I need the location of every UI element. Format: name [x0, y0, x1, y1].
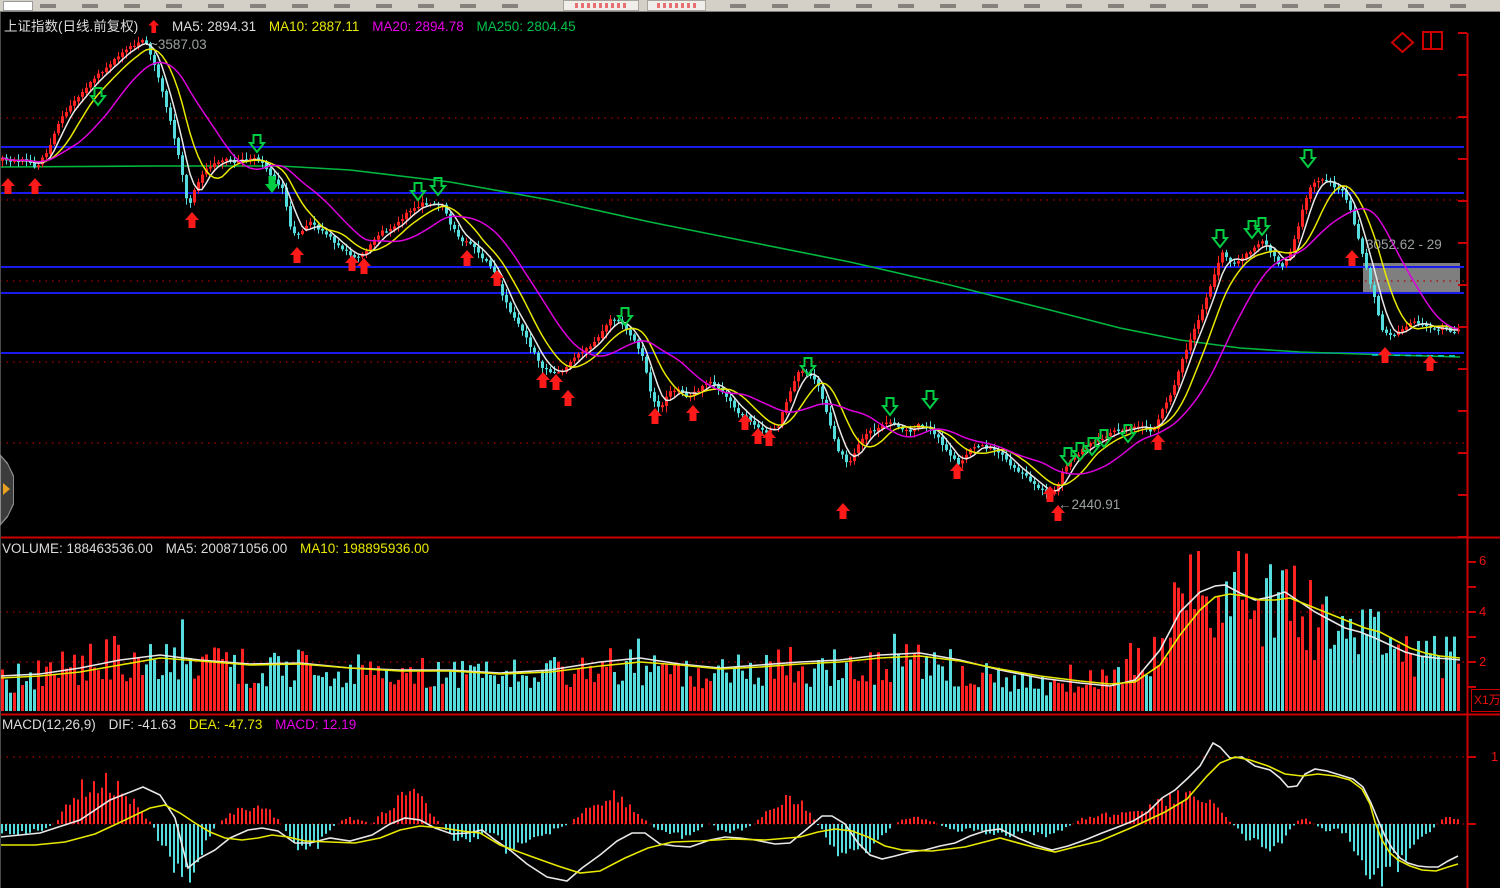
menu-text-fragment [1240, 4, 1490, 8]
expand-arrow-icon [3, 483, 10, 495]
up-trend-arrow-icon [148, 20, 160, 33]
toolbar-button[interactable] [647, 0, 706, 11]
menu-bar [0, 0, 1500, 12]
toolbar-field[interactable] [3, 1, 33, 11]
high-price-annotation: ~3587.03 [150, 37, 207, 52]
diamond-tool-icon[interactable] [1390, 31, 1415, 54]
menu-text-fragment [40, 4, 540, 8]
volume-value: VOLUME: 188463536.00 [2, 541, 153, 556]
ma5-value: MA5: 2894.31 [172, 19, 257, 34]
dea-value: DEA: -47.73 [188, 717, 263, 732]
dif-value: DIF: -41.63 [108, 717, 177, 732]
toolbar-button[interactable] [563, 0, 639, 11]
ma10-value: MA10: 2887.11 [268, 19, 360, 34]
macd-indicator-label: MACD(12,26,9) [2, 717, 96, 732]
low-price-annotation: ←2440.91 [1058, 497, 1121, 512]
volume-axis-label: 4 [1479, 604, 1487, 619]
split-pane-icon[interactable] [1421, 30, 1444, 51]
gap-range-annotation: 3052.62 - 29 [1366, 237, 1442, 252]
volume-axis-label: 6 [1479, 553, 1487, 568]
ma20-value: MA20: 2894.78 [372, 19, 464, 34]
volume-panel-header: VOLUME: 188463536.00 MA5: 200871056.00 M… [2, 541, 438, 556]
macd-panel-header: MACD(12,26,9) DIF: -41.63 DEA: -47.73 MA… [2, 717, 365, 732]
macd-value: MACD: 12.19 [275, 717, 357, 732]
ma250-value: MA250: 2804.45 [476, 19, 576, 34]
volume-axis-label: 2 [1479, 654, 1487, 669]
macd-axis-label: 1 [1491, 749, 1499, 764]
sidebar-expand-handle[interactable] [0, 454, 14, 526]
volume-ma10-value: MA10: 198895936.00 [300, 541, 430, 556]
menu-text-fragment [730, 4, 1210, 8]
volume-unit-label: X1万 [1471, 689, 1500, 712]
kline-panel-header: 上证指数(日线.前复权) MA5: 2894.31 MA10: 2887.11 … [4, 15, 585, 35]
symbol-title: 上证指数(日线.前复权) [4, 19, 139, 34]
volume-ma5-value: MA5: 200871056.00 [165, 541, 288, 556]
